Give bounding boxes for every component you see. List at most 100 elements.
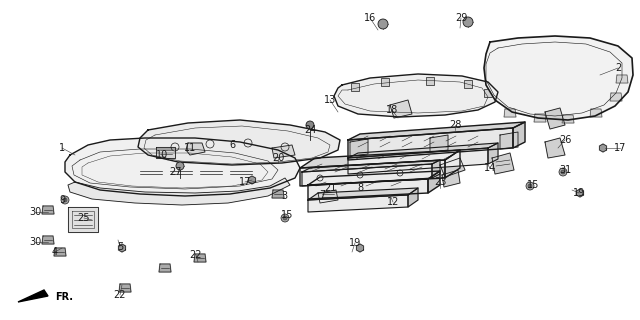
Bar xyxy=(381,78,389,86)
Polygon shape xyxy=(500,132,518,149)
Polygon shape xyxy=(492,153,514,174)
Text: 16: 16 xyxy=(364,13,376,23)
Polygon shape xyxy=(488,143,498,164)
Polygon shape xyxy=(534,114,546,122)
Text: 15: 15 xyxy=(281,210,293,220)
Polygon shape xyxy=(119,284,131,292)
Text: 14: 14 xyxy=(484,163,496,173)
Circle shape xyxy=(176,162,184,170)
Bar xyxy=(464,80,472,88)
Text: 30: 30 xyxy=(29,207,41,217)
Polygon shape xyxy=(42,206,54,214)
Polygon shape xyxy=(65,138,300,196)
Text: 3: 3 xyxy=(281,191,287,201)
Text: 18: 18 xyxy=(386,105,398,115)
Text: 31: 31 xyxy=(559,165,571,175)
Polygon shape xyxy=(194,254,206,262)
Text: 11: 11 xyxy=(184,143,196,153)
Circle shape xyxy=(463,17,473,27)
Polygon shape xyxy=(186,143,205,155)
Circle shape xyxy=(306,121,314,129)
Text: 22: 22 xyxy=(114,290,126,300)
Polygon shape xyxy=(562,115,574,123)
Polygon shape xyxy=(68,207,98,232)
Polygon shape xyxy=(272,145,295,158)
Circle shape xyxy=(281,214,289,222)
Polygon shape xyxy=(616,75,628,83)
Text: 30: 30 xyxy=(29,237,41,247)
Text: 24: 24 xyxy=(304,125,316,135)
Polygon shape xyxy=(159,264,171,272)
Text: FR.: FR. xyxy=(55,292,73,302)
Polygon shape xyxy=(545,108,565,129)
Polygon shape xyxy=(334,74,498,117)
Polygon shape xyxy=(348,148,488,174)
Polygon shape xyxy=(300,150,460,168)
Polygon shape xyxy=(138,120,340,165)
Text: 19: 19 xyxy=(349,238,361,248)
Polygon shape xyxy=(302,164,432,186)
Polygon shape xyxy=(430,135,448,152)
Text: 28: 28 xyxy=(449,120,461,130)
Polygon shape xyxy=(428,171,440,193)
Text: 1: 1 xyxy=(59,143,65,153)
Text: 22: 22 xyxy=(189,250,202,260)
Circle shape xyxy=(283,216,287,220)
Polygon shape xyxy=(118,244,125,252)
Polygon shape xyxy=(54,248,66,256)
Text: 17: 17 xyxy=(239,177,251,187)
Polygon shape xyxy=(356,244,364,252)
Text: 12: 12 xyxy=(387,197,399,207)
Polygon shape xyxy=(590,109,602,117)
Circle shape xyxy=(63,198,67,202)
Circle shape xyxy=(378,19,388,29)
Polygon shape xyxy=(156,147,175,158)
Polygon shape xyxy=(318,190,338,203)
Polygon shape xyxy=(484,36,633,120)
Text: 20: 20 xyxy=(272,153,284,163)
Polygon shape xyxy=(302,160,440,172)
Polygon shape xyxy=(408,188,418,207)
Circle shape xyxy=(526,182,534,190)
Polygon shape xyxy=(610,93,622,101)
Polygon shape xyxy=(432,160,440,178)
Text: 2: 2 xyxy=(615,63,621,73)
Circle shape xyxy=(61,196,69,204)
Polygon shape xyxy=(442,170,460,187)
Polygon shape xyxy=(577,189,584,197)
Polygon shape xyxy=(545,138,565,158)
Polygon shape xyxy=(390,100,412,118)
Polygon shape xyxy=(350,139,368,156)
Polygon shape xyxy=(42,236,54,244)
Bar xyxy=(484,89,492,97)
Polygon shape xyxy=(248,176,255,184)
Polygon shape xyxy=(68,178,290,205)
Bar xyxy=(426,77,434,85)
Text: 9: 9 xyxy=(59,195,65,205)
Text: 7: 7 xyxy=(319,190,325,200)
Polygon shape xyxy=(308,171,440,185)
Polygon shape xyxy=(300,160,445,186)
Polygon shape xyxy=(513,122,525,148)
Polygon shape xyxy=(348,122,525,140)
Polygon shape xyxy=(272,190,284,198)
Text: 23: 23 xyxy=(434,177,446,187)
Polygon shape xyxy=(348,143,498,158)
Polygon shape xyxy=(504,109,516,117)
Text: 25: 25 xyxy=(77,213,90,223)
Text: 26: 26 xyxy=(559,135,571,145)
Text: 21: 21 xyxy=(324,183,336,193)
Text: 17: 17 xyxy=(614,143,626,153)
Circle shape xyxy=(559,168,567,176)
Text: 27: 27 xyxy=(169,167,181,177)
Text: 19: 19 xyxy=(573,188,585,198)
Text: 8: 8 xyxy=(357,183,363,193)
Text: 13: 13 xyxy=(324,95,336,105)
Polygon shape xyxy=(348,128,513,160)
Polygon shape xyxy=(308,179,428,199)
Text: 10: 10 xyxy=(156,150,168,160)
Text: 15: 15 xyxy=(527,180,539,190)
Text: 5: 5 xyxy=(117,242,123,252)
Text: 6: 6 xyxy=(229,140,235,150)
Polygon shape xyxy=(600,144,607,152)
